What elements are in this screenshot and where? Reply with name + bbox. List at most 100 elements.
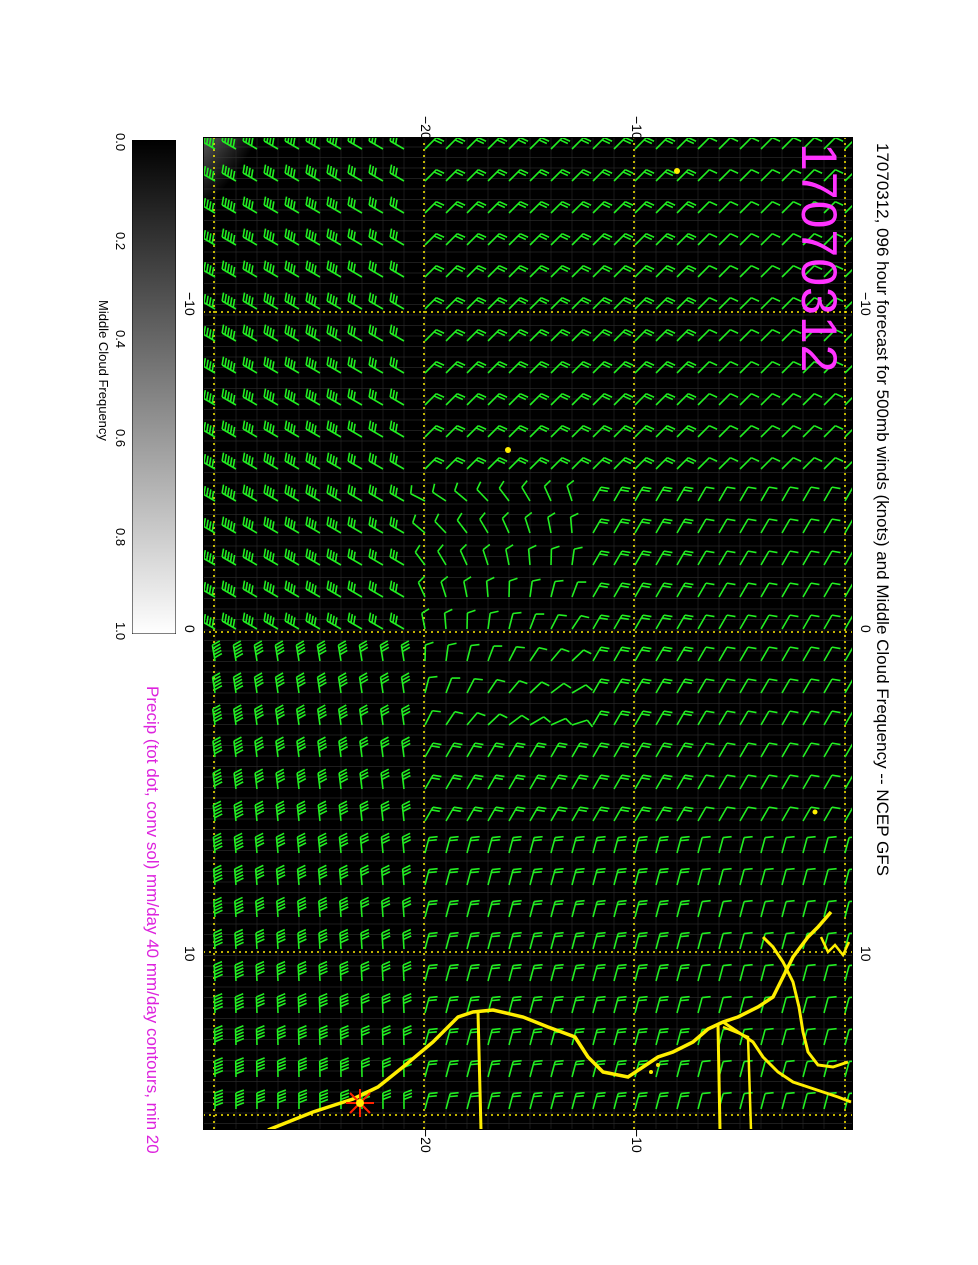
wind-barb-icon — [508, 995, 522, 1014]
wind-barb-icon — [634, 232, 655, 246]
wind-barb-icon — [380, 768, 390, 790]
wind-barb-icon — [844, 867, 853, 886]
wind-barb-icon — [316, 672, 327, 694]
wind-barb-icon — [263, 196, 279, 214]
wind-barb-icon — [233, 736, 244, 758]
wind-barb-icon — [254, 768, 265, 790]
wind-barb-icon — [466, 232, 487, 246]
wind-barb-icon — [277, 1089, 287, 1110]
wind-barb-icon — [487, 392, 508, 406]
wind-barb-icon — [613, 137, 634, 150]
wind-barb-icon — [592, 296, 613, 310]
wind-barb-icon — [613, 1091, 627, 1110]
wind-barb-icon — [487, 678, 506, 694]
wind-barb-icon — [697, 264, 718, 278]
wind-barb-icon — [284, 228, 300, 246]
wind-barb-icon — [368, 420, 384, 438]
wind-barb-icon — [424, 168, 445, 182]
wind-barb-icon — [781, 360, 802, 374]
axis-bottom-label-1: −20 — [418, 1129, 434, 1153]
wind-barb-icon — [739, 518, 757, 534]
wind-barb-icon — [760, 646, 778, 662]
wind-barb-icon — [242, 196, 258, 214]
wind-barb-icon — [456, 512, 468, 534]
wind-barb-icon — [253, 704, 264, 726]
wind-barb-icon — [242, 137, 258, 150]
wind-barb-icon — [382, 1089, 392, 1110]
wind-barb-icon — [338, 736, 349, 758]
wind-barb-icon — [466, 264, 487, 278]
wind-barb-icon — [697, 328, 718, 342]
wind-barb-icon — [221, 388, 237, 406]
wind-barb-icon — [445, 392, 466, 406]
wind-barb-icon — [360, 992, 370, 1014]
wind-barb-icon — [823, 360, 844, 374]
wind-barb-icon — [592, 646, 610, 662]
wind-barb-icon — [676, 137, 697, 150]
wind-barb-icon — [305, 228, 321, 246]
wind-barb-icon — [634, 646, 652, 662]
wind-barb-icon — [234, 1025, 245, 1046]
wind-barb-icon — [655, 392, 676, 406]
wind-barb-icon — [676, 550, 694, 566]
wind-barb-icon — [592, 360, 613, 374]
wind-barb-icon — [781, 518, 799, 534]
wind-barb-icon — [802, 899, 816, 918]
wind-barb-icon — [592, 710, 610, 726]
wind-barb-icon — [359, 768, 369, 790]
wind-barb-icon — [697, 678, 715, 694]
wind-barb-icon — [242, 228, 258, 246]
wind-barb-icon — [424, 456, 445, 470]
wind-barb-icon — [508, 742, 526, 758]
wind-barb-icon — [284, 164, 300, 182]
wind-barb-icon — [571, 649, 592, 662]
wind-barb-icon — [634, 1027, 648, 1046]
wind-barb-icon — [718, 456, 739, 470]
wind-barb-icon — [508, 835, 522, 854]
wind-barb-icon — [466, 200, 487, 214]
wind-barb-icon — [676, 1059, 690, 1078]
wind-barb-icon — [339, 992, 349, 1014]
wind-barb-icon — [592, 232, 613, 246]
wind-barb-icon — [718, 995, 732, 1014]
wind-barb-icon — [235, 1089, 245, 1110]
wind-barb-icon — [592, 899, 606, 918]
wind-barb-icon — [571, 168, 592, 182]
wind-barb-icon — [326, 260, 342, 278]
wind-barb-icon — [347, 292, 363, 310]
wind-barb-icon — [613, 550, 631, 566]
wind-barb-icon — [760, 137, 781, 150]
wind-barb-icon — [739, 264, 760, 278]
wind-barb-icon — [466, 963, 480, 982]
wind-barb-icon — [592, 424, 613, 438]
wind-barb-icon — [403, 1089, 413, 1110]
wind-barb-icon — [242, 612, 258, 630]
wind-barb-icon — [368, 452, 384, 470]
wind-barb-icon — [634, 931, 648, 950]
wind-barb-icon — [655, 328, 676, 342]
wind-barb-icon — [739, 456, 760, 470]
wind-barb-icon — [823, 424, 844, 438]
wind-barb-icon — [844, 963, 853, 982]
wind-barb-icon — [571, 456, 592, 470]
wind-barb-icon — [529, 774, 547, 790]
wind-barb-icon — [476, 481, 489, 502]
wind-barb-icon — [389, 228, 405, 246]
wind-barb-icon — [655, 678, 673, 694]
wind-barb-icon — [676, 232, 697, 246]
wind-barb-icon — [802, 360, 823, 374]
wind-barb-icon — [297, 960, 307, 982]
wind-barb-icon — [697, 710, 715, 726]
colorbar-tick-1: 0.2 — [113, 232, 128, 251]
wind-barb-icon — [718, 296, 739, 310]
wind-barb-icon — [276, 1025, 287, 1046]
wind-barb-icon — [424, 899, 438, 918]
wind-barb-icon — [402, 992, 412, 1014]
wind-barb-icon — [508, 424, 529, 438]
wind-barb-icon — [318, 928, 328, 950]
wind-barb-icon — [802, 232, 823, 246]
colorbar-gradient — [132, 140, 176, 634]
wind-barb-icon — [571, 328, 592, 342]
wind-barb-icon — [802, 328, 823, 342]
wind-barb-icon — [718, 518, 736, 534]
